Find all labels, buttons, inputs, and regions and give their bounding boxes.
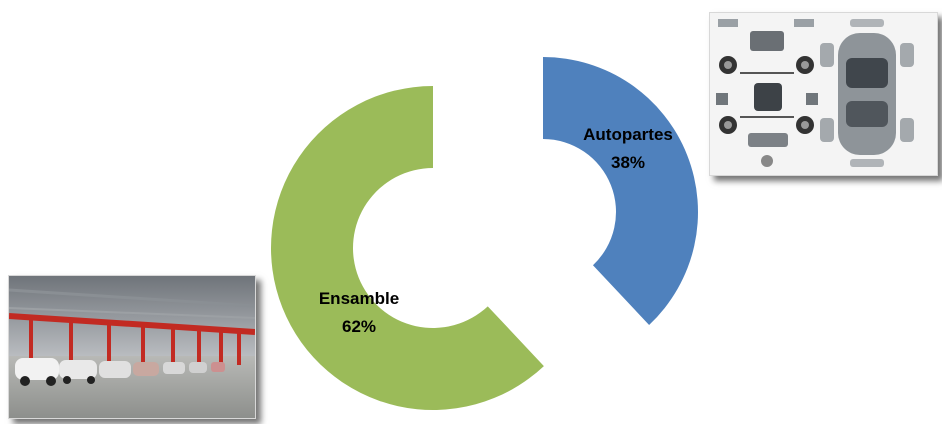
slice-label-percent: 62% xyxy=(342,317,376,336)
assembly-line-illustration xyxy=(9,276,255,418)
slice-autopartes xyxy=(543,57,698,325)
chart-labels: Autopartes 38% Ensamble 62% xyxy=(319,125,673,336)
slice-label-percent: 38% xyxy=(611,153,645,172)
slice-label-name: Autopartes xyxy=(583,125,673,144)
chart-slices xyxy=(271,57,698,410)
slice-label-name: Ensamble xyxy=(319,289,399,308)
assembly-line-photo xyxy=(8,275,256,419)
auto-parts-photo xyxy=(709,12,938,176)
auto-parts-illustration xyxy=(710,13,937,175)
slice-ensamble xyxy=(271,86,544,410)
